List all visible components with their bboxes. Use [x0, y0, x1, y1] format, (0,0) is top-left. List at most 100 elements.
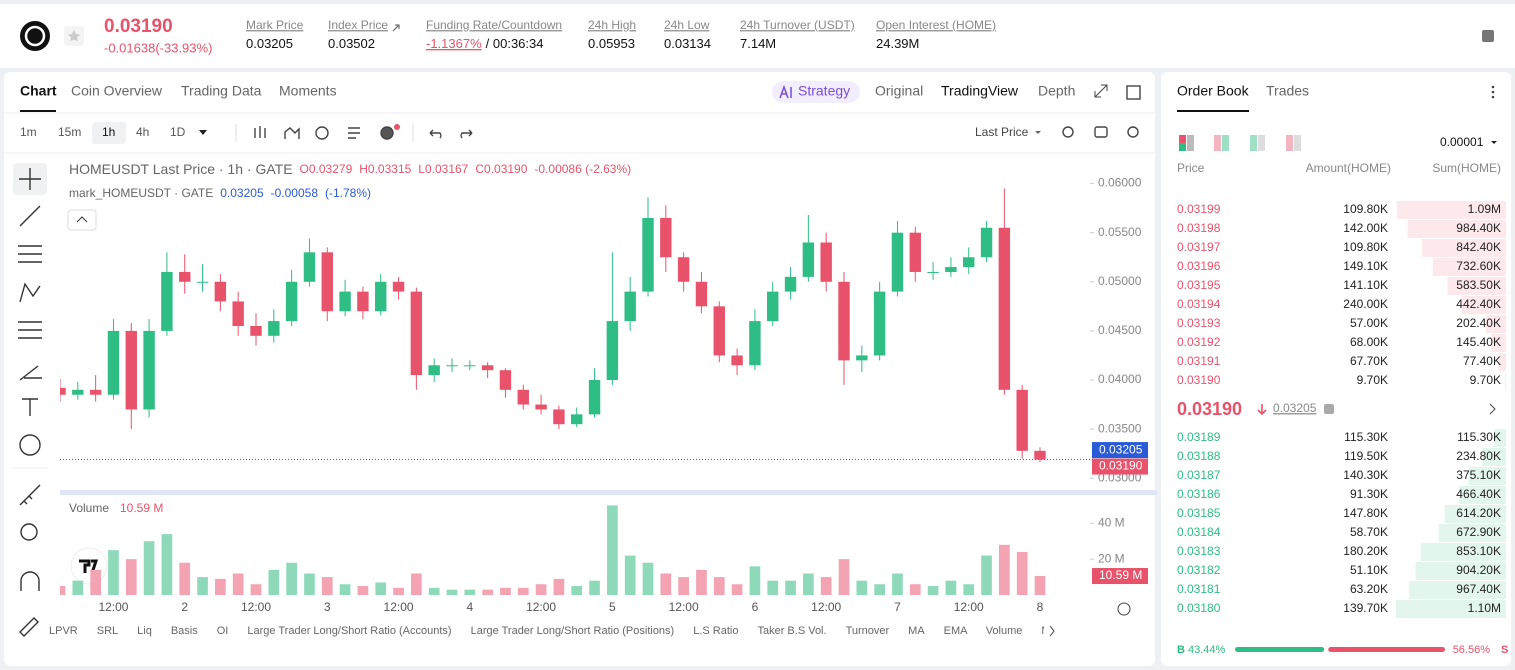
book-sum: 984.40K — [1456, 221, 1501, 235]
zoom-tool[interactable] — [20, 523, 38, 541]
mark-value: -0.00058 — [271, 186, 319, 200]
add-icon[interactable] — [380, 126, 394, 140]
strategy-pill[interactable] — [772, 81, 860, 103]
legend-ohlc: H0.03315 — [359, 162, 411, 176]
indicator[interactable]: EMA — [944, 625, 969, 637]
precision[interactable]: 0.00001 — [1440, 135, 1484, 149]
indicator[interactable]: L.S Ratio — [693, 625, 738, 637]
book-price[interactable]: 0.03194 — [1177, 297, 1221, 311]
book-price[interactable]: 0.03196 — [1177, 259, 1221, 273]
book-price[interactable]: 0.03182 — [1177, 563, 1221, 577]
book-price[interactable]: 0.03198 — [1177, 221, 1221, 235]
indicator[interactable]: OI — [217, 625, 229, 637]
line-tool[interactable] — [19, 205, 41, 227]
book-price[interactable]: 0.03199 — [1177, 202, 1221, 216]
menu-dot[interactable] — [1491, 90, 1495, 94]
volume-current: 10.59 M — [120, 501, 163, 515]
book-price[interactable]: 0.03191 — [1177, 354, 1221, 368]
book-icon[interactable] — [1482, 30, 1494, 42]
chart-tab[interactable]: Moments — [279, 83, 337, 99]
settings-icon[interactable] — [1127, 126, 1139, 138]
ruler-tool[interactable] — [19, 484, 41, 506]
crosshair-tool[interactable] — [19, 168, 41, 190]
indicator[interactable]: SRL — [97, 625, 118, 637]
indicator[interactable]: Taker B.S Vol. — [757, 625, 826, 637]
indicator[interactable]: MA — [908, 625, 925, 637]
search-icon[interactable] — [1062, 126, 1074, 138]
indicator[interactable]: Basis — [171, 625, 198, 637]
book-tab[interactable]: Order Book — [1177, 83, 1250, 99]
candle-icon[interactable] — [254, 126, 266, 138]
text-tool[interactable] — [22, 398, 38, 416]
pane-separator[interactable] — [60, 490, 1157, 495]
book-price[interactable]: 0.03186 — [1177, 487, 1221, 501]
view-tab[interactable]: TradingView — [941, 83, 1019, 99]
price-type[interactable]: Last Price — [975, 125, 1029, 139]
book-price[interactable]: 0.03193 — [1177, 316, 1221, 330]
interval[interactable]: 1m — [20, 125, 37, 139]
book-price[interactable]: 0.03195 — [1177, 278, 1221, 292]
brush-tool[interactable] — [19, 365, 42, 381]
book-price[interactable]: 0.03184 — [1177, 525, 1221, 539]
book-price[interactable]: 0.03189 — [1177, 430, 1221, 444]
book-price[interactable]: 0.03180 — [1177, 601, 1221, 615]
interval[interactable]: 4h — [136, 125, 149, 139]
volume-bar — [304, 573, 315, 595]
indicator[interactable]: LPVR — [49, 625, 78, 637]
camera-icon[interactable] — [1094, 126, 1108, 138]
icon-part[interactable] — [1250, 135, 1257, 151]
book-price[interactable]: 0.03183 — [1177, 544, 1221, 558]
icon-part[interactable] — [1214, 135, 1221, 151]
redo-icon[interactable] — [460, 129, 473, 139]
view-tab[interactable]: Strategy — [798, 83, 850, 99]
fib-tool[interactable] — [18, 321, 42, 339]
indicator[interactable]: MACD — [1041, 625, 1073, 637]
book-price[interactable]: 0.03181 — [1177, 582, 1221, 596]
menu-dot[interactable] — [1491, 85, 1495, 89]
book-price[interactable]: 0.03197 — [1177, 240, 1221, 254]
caret[interactable] — [199, 130, 207, 135]
interval[interactable]: 15m — [58, 125, 81, 139]
indicator[interactable]: Large Trader Long/Short Ratio (Positions… — [471, 625, 675, 637]
axis-settings-icon[interactable] — [1117, 602, 1131, 616]
channel-tool[interactable] — [18, 245, 42, 263]
view-tab[interactable]: Depth — [1038, 83, 1075, 99]
indicator[interactable]: Turnover — [846, 625, 890, 637]
interval[interactable]: 1D — [170, 125, 186, 139]
chart-tab[interactable]: Trading Data — [181, 83, 262, 99]
view-tab[interactable]: Original — [875, 83, 923, 99]
replay-icon[interactable] — [315, 126, 329, 140]
collapse-icon — [76, 216, 88, 223]
icon-part[interactable] — [1179, 135, 1186, 143]
window-icon[interactable] — [1126, 85, 1141, 100]
book-tab[interactable]: Trades — [1266, 83, 1309, 99]
indicator[interactable]: Large Trader Long/Short Ratio (Accounts) — [247, 625, 451, 637]
indicator[interactable]: Liq — [137, 625, 152, 637]
book-price[interactable]: 0.03185 — [1177, 506, 1221, 520]
fullscreen-icon[interactable] — [1094, 84, 1108, 98]
interval[interactable]: 1h — [102, 125, 115, 139]
undo-icon[interactable] — [429, 129, 442, 139]
book-price[interactable]: 0.03187 — [1177, 468, 1221, 482]
scroll-right[interactable] — [1049, 625, 1055, 637]
book-price[interactable]: 0.03188 — [1177, 449, 1221, 463]
indicator-icon[interactable] — [284, 127, 300, 139]
book-price[interactable]: 0.03192 — [1177, 335, 1221, 349]
collapse-button[interactable] — [67, 209, 97, 231]
chart-tab[interactable]: Chart — [20, 83, 57, 99]
caret[interactable] — [1491, 141, 1497, 144]
book-price[interactable]: 0.03190 — [1177, 373, 1221, 387]
caret[interactable] — [1035, 131, 1041, 134]
template-icon[interactable] — [348, 127, 360, 139]
indicator[interactable]: Volume — [986, 625, 1023, 637]
pencil-tool[interactable] — [19, 617, 39, 637]
magnet-tool[interactable] — [20, 571, 40, 591]
icon-part[interactable] — [1286, 135, 1293, 151]
menu-dot[interactable] — [1491, 95, 1495, 99]
pattern-tool[interactable] — [19, 282, 41, 303]
chevron[interactable] — [1489, 403, 1496, 415]
emoji-tool[interactable] — [19, 434, 41, 456]
icon-part — [1187, 135, 1194, 151]
chart-tab[interactable]: Coin Overview — [71, 83, 163, 99]
